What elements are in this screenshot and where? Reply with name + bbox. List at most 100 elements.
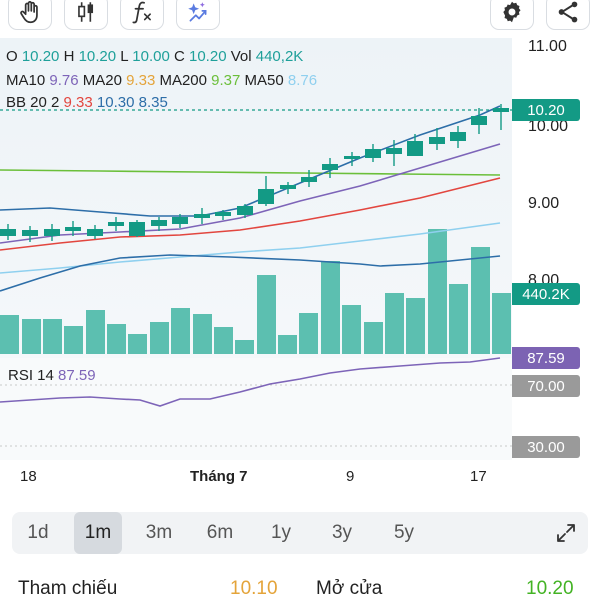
bb-lower-line xyxy=(0,254,501,292)
ma200-value: 9.37 xyxy=(211,72,241,89)
price-tick: 9.00 xyxy=(528,195,560,212)
period-tab-3m[interactable]: 3m xyxy=(145,522,173,543)
volume-bar xyxy=(321,261,340,354)
volume-bar xyxy=(128,334,147,354)
rsi-readout: RSI 14 87.59 xyxy=(8,367,96,384)
price-chart[interactable]: O 10.20 H 10.20 L 10.00 C 10.20 Vol 440,… xyxy=(0,38,600,460)
ma200-line xyxy=(0,169,501,176)
candle-body xyxy=(194,214,210,218)
candle-body xyxy=(215,212,231,216)
indicator-lines xyxy=(0,105,501,407)
candle-body xyxy=(407,141,423,156)
volume-bar xyxy=(406,298,425,354)
volume-bar xyxy=(364,322,383,354)
rsi-line xyxy=(0,357,501,407)
period-selector: 1d 1m 3m 6m 1y 3y 5y xyxy=(12,512,588,554)
ma10-line xyxy=(0,143,501,244)
quote-summary: Tham chiếu 10.10 Mở cửa 10.20 xyxy=(0,578,600,600)
volume-bar xyxy=(235,340,254,354)
share-button[interactable] xyxy=(546,0,590,30)
ma50-value: 8.76 xyxy=(287,72,318,89)
rsi-pane xyxy=(0,358,512,460)
candle-body xyxy=(44,229,60,236)
ma20-line xyxy=(0,177,501,251)
reference-label: Tham chiếu xyxy=(18,578,118,599)
candle-body xyxy=(322,164,338,170)
candle-body xyxy=(365,149,381,158)
volume-bar xyxy=(43,319,62,354)
candlestick-icon xyxy=(78,2,94,22)
candle-body xyxy=(493,108,509,112)
volume-tag: 440.2K xyxy=(512,283,580,305)
candle-body xyxy=(172,217,188,224)
bb-upper-value: 9.33 xyxy=(63,94,93,111)
volume-bar xyxy=(107,324,126,354)
bb-lower-value: 8.35 xyxy=(138,94,168,111)
volume-bar xyxy=(150,322,169,354)
volume-value: 440,2K xyxy=(255,48,304,65)
candle-body xyxy=(386,148,402,154)
ma10-value: 9.76 xyxy=(49,72,79,89)
volume-bar xyxy=(22,319,41,354)
ai-insight-button[interactable] xyxy=(176,0,220,30)
close-value: 10.20 xyxy=(189,48,227,65)
high-value: 10.20 xyxy=(78,48,117,65)
hand-tool-button[interactable] xyxy=(8,0,52,30)
candle-body xyxy=(129,222,145,236)
function-tool-button[interactable] xyxy=(120,0,164,30)
rsi-tag: 87.59 xyxy=(512,347,580,369)
price-tick: 11.00 xyxy=(528,38,567,55)
period-tab-5y[interactable]: 5y xyxy=(393,522,415,543)
expand-icon[interactable] xyxy=(554,521,578,545)
volume-bar xyxy=(214,327,233,354)
gear-icon xyxy=(503,1,521,23)
candle-body xyxy=(280,185,296,189)
candle-body xyxy=(258,189,274,204)
volume-bar xyxy=(385,293,404,354)
period-tab-1y[interactable]: 1y xyxy=(270,522,292,543)
volume-bar xyxy=(257,275,276,354)
candle-body xyxy=(151,220,167,226)
rsi-70-tag: 70.00 xyxy=(512,375,580,397)
share-icon xyxy=(558,1,578,23)
volume-bar xyxy=(0,315,19,354)
period-tab-6m[interactable]: 6m xyxy=(206,522,234,543)
candle-body xyxy=(0,229,16,236)
reference-value: 10.10 xyxy=(230,578,278,599)
volume-bar xyxy=(171,308,190,354)
x-tick: 9 xyxy=(346,468,355,485)
low-value: 10.00 xyxy=(132,48,170,65)
chart-toolbar xyxy=(0,0,600,36)
rsi-value: 87.59 xyxy=(58,367,96,384)
candle-body xyxy=(237,206,253,215)
period-tab-3y[interactable]: 3y xyxy=(331,522,353,543)
candle-body xyxy=(301,177,317,182)
volume-bar xyxy=(278,335,297,354)
period-tab-1d[interactable]: 1d xyxy=(27,522,49,543)
candle-body xyxy=(22,230,38,236)
candle-body xyxy=(65,227,81,231)
candle-body xyxy=(344,156,360,159)
hand-icon xyxy=(20,1,38,24)
x-tick: 18 xyxy=(20,468,37,485)
settings-button[interactable] xyxy=(490,0,534,30)
candle-body xyxy=(471,116,487,125)
volume-bars xyxy=(0,229,511,354)
bb-upper-line xyxy=(0,105,501,217)
x-tick: 17 xyxy=(470,468,487,485)
open-price-label: Mở cửa xyxy=(316,578,383,599)
candle-body xyxy=(108,222,124,226)
candle-body xyxy=(429,137,445,144)
candlestick-tool-button[interactable] xyxy=(64,0,108,30)
open-value: 10.20 xyxy=(21,48,60,65)
candle-body xyxy=(450,132,466,141)
bb-readout: BB 20 2 9.33 10.30 8.35 xyxy=(6,94,168,111)
volume-bar xyxy=(86,310,105,354)
period-tab-1m[interactable]: 1m xyxy=(74,512,122,554)
open-price-value: 10.20 xyxy=(526,578,574,599)
volume-bar xyxy=(299,313,318,354)
last-price-tag: 10.20 xyxy=(512,99,580,121)
function-icon xyxy=(132,1,151,24)
ma-readout: MA10 9.76 MA20 9.33 MA200 9.37 MA50 8.76 xyxy=(6,72,318,89)
volume-bar xyxy=(193,314,212,354)
